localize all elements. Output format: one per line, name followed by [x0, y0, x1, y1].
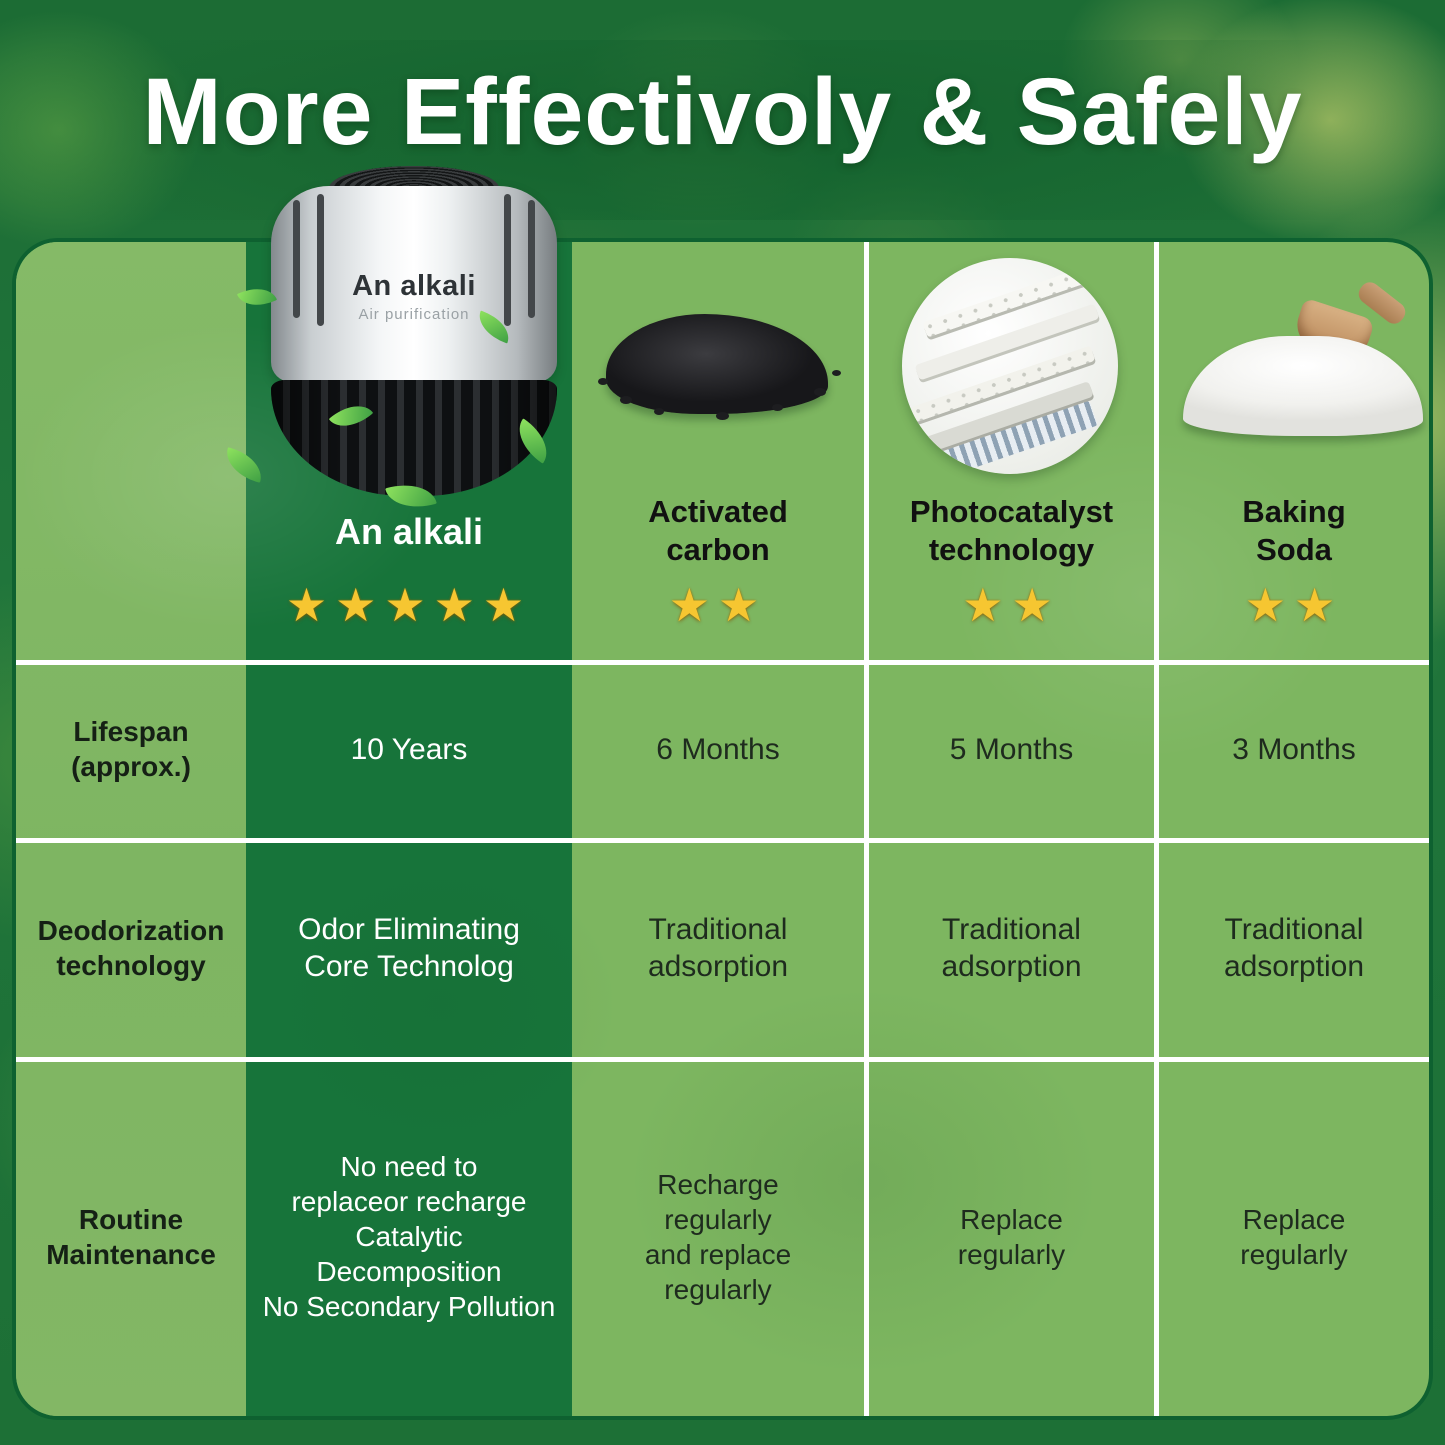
product-silver-body [271, 186, 557, 382]
title-background-shade [0, 40, 1445, 220]
column-divider [1154, 242, 1159, 1416]
an-alkali-star-rating: ★★★★★ [285, 579, 533, 631]
column-header-activated-carbon: Activated carbon [648, 494, 788, 567]
column-header-an-alkali: An alkali [334, 511, 484, 552]
table-cell: 3 Months [1232, 732, 1356, 766]
product-brand-label: An alkali [352, 270, 476, 302]
row-divider [16, 838, 1429, 843]
table-cell: 6 Months [656, 732, 780, 766]
table-cell: No need to replaceor recharge Catalytic … [262, 1151, 556, 1322]
column-header-photocatalyst: Photocatalyst technology [909, 494, 1114, 567]
table-cell: 5 Months [949, 732, 1074, 766]
row-label-column-background [16, 242, 246, 1416]
product-black-grille [271, 380, 557, 496]
activated-carbon-star-rating: ★★ [668, 579, 768, 631]
page-title: More Effectivoly & Safely [142, 59, 1303, 165]
column-header-baking-soda: Baking Soda [1242, 494, 1346, 567]
row-label-deodorization: Deodorization technology [37, 914, 225, 981]
soda-mound-shape [1183, 336, 1423, 436]
baking-soda-star-rating: ★★ [1244, 579, 1344, 631]
column-divider [864, 242, 869, 1416]
product-tagline-label: Air purification [358, 306, 470, 323]
photocatalyst-star-rating: ★★ [962, 579, 1061, 631]
photocatalyst-image [902, 258, 1118, 474]
an-alkali-product-image: An alkali Air purification [221, 166, 560, 516]
row-label-routine-maintenance: Routine Maintenance [46, 1203, 216, 1270]
table-cell: Odor Eliminating Core Technolog [298, 912, 520, 983]
baking-soda-image [1178, 278, 1428, 440]
table-cell: Traditional adsorption [941, 912, 1082, 983]
row-label-lifespan: Lifespan (approx.) [71, 716, 191, 782]
row-divider [16, 1057, 1429, 1062]
table-cell: Traditional adsorption [647, 912, 789, 983]
table-cell: Traditional adsorption [1223, 912, 1365, 983]
table-cell: Recharge regularly and replace regularly [644, 1168, 792, 1305]
table-cell: 10 Years [350, 732, 468, 766]
row-divider [16, 660, 1429, 665]
table-cell: Replace regularly [1240, 1203, 1348, 1270]
table-cell: Replace regularly [957, 1203, 1066, 1270]
activated-carbon-image [596, 300, 846, 430]
carbon-pile-shape [606, 314, 828, 414]
